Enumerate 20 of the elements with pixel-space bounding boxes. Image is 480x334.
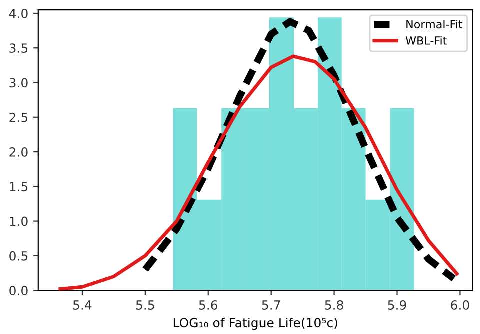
- y-tick-label: 3.5: [10, 44, 28, 54]
- y-tick-label: 0.5: [10, 251, 28, 261]
- x-tick-label: 5.8: [325, 300, 344, 310]
- y-tick-label: 2.0: [10, 148, 28, 157]
- x-tick-label: 5.7: [262, 300, 280, 310]
- legend-label: Normal-Fit: [406, 20, 463, 29]
- y-tick-label: 0.0: [10, 286, 28, 296]
- x-axis-title: LOG₁₀ of Fatigue Life(10⁵c): [174, 318, 338, 330]
- legend-label: WBL-Fit: [406, 36, 447, 45]
- y-tick-label: 1.5: [10, 182, 28, 192]
- y-tick-label: 2.5: [10, 112, 28, 122]
- y-tick-label: 4.0: [9, 8, 28, 18]
- x-tick-label: 5.6: [199, 300, 218, 310]
- line-series: [58, 54, 459, 291]
- y-tick-label: 3.0: [10, 78, 28, 88]
- x-tick-label: 5.5: [136, 300, 154, 310]
- y-tick-label: 1.0: [10, 216, 28, 226]
- x-tick-label: 5.9: [388, 300, 406, 310]
- x-tick-label: 5.4: [73, 300, 92, 310]
- x-tick-label: 6.0: [451, 300, 470, 310]
